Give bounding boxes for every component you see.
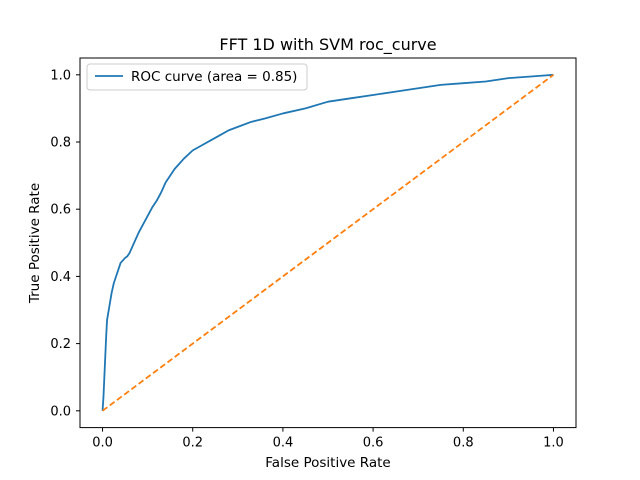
plot-lines (101, 73, 554, 412)
y-tick-label: 0.8 (50, 136, 71, 151)
chart-title: FFT 1D with SVM roc_curve (219, 35, 436, 55)
x-axis-ticks: 0.0 0.2 0.4 0.6 0.8 1.0 (92, 427, 564, 451)
x-axis-label: False Positive Rate (265, 455, 390, 471)
y-tick-label: 0.6 (50, 203, 71, 218)
y-tick-label: 0.4 (50, 270, 71, 285)
legend-box (86, 63, 308, 91)
chance-diagonal-line (102, 74, 554, 412)
y-tick-label: 1.0 (50, 68, 71, 83)
y-axis-ticks: 0.0 0.2 0.4 0.6 0.8 1.0 (50, 68, 80, 419)
plot-frame (79, 57, 577, 429)
x-tick-label: 0.4 (273, 436, 294, 451)
legend-label-roc: ROC curve (area = 0.85) (131, 69, 297, 85)
x-tick-label: 0.8 (453, 436, 474, 451)
y-axis-label: True Positive Rate (27, 183, 43, 304)
x-tick-label: 0.2 (182, 436, 203, 451)
y-tick-label: 0.0 (50, 404, 71, 419)
x-tick-label: 0.6 (363, 436, 384, 451)
roc-curve-line (101, 73, 554, 411)
x-tick-label: 1.0 (543, 436, 564, 451)
x-tick-label: 0.0 (92, 436, 113, 451)
legend: ROC curve (area = 0.85) (86, 63, 308, 91)
y-tick-label: 0.2 (50, 337, 71, 352)
